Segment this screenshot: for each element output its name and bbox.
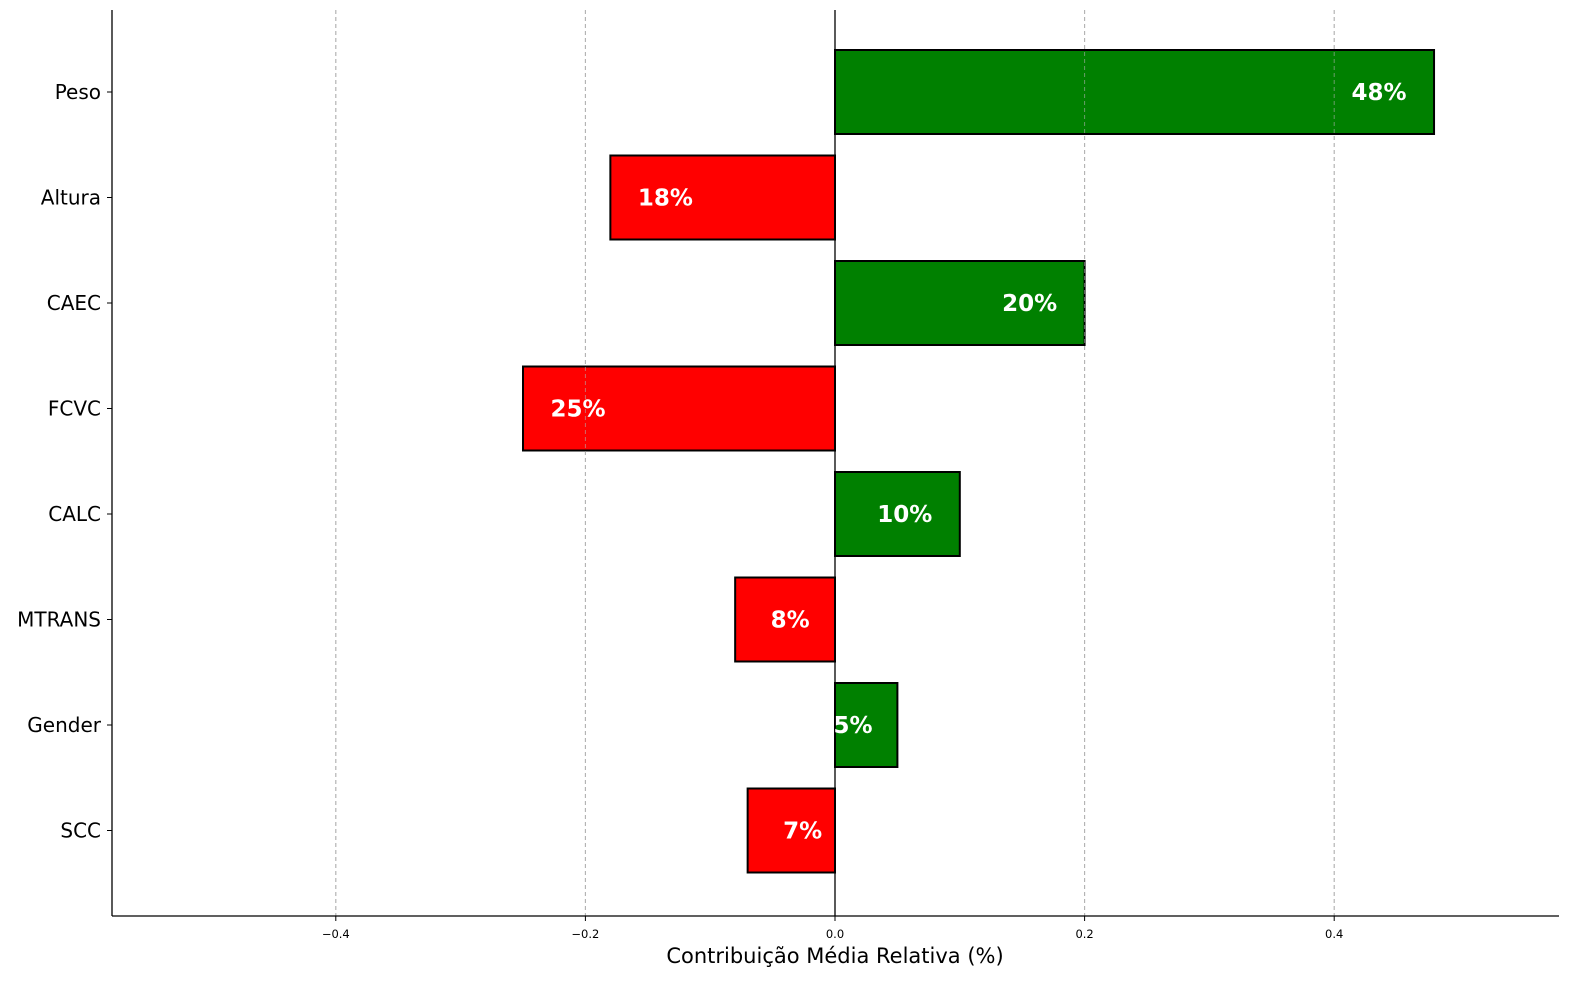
data-label-fcvc: 25%	[550, 397, 605, 423]
data-label-caec: 20%	[1002, 291, 1057, 317]
data-label-calc: 10%	[877, 502, 932, 528]
y-tick-label-gender: Gender	[27, 713, 101, 737]
bar-mtrans	[734, 576, 836, 663]
bars	[335, 10, 1436, 916]
x-tick-label: 0.4	[1325, 927, 1343, 941]
bar-caec	[834, 260, 1086, 346]
data-label-mtrans: 8%	[771, 608, 810, 634]
x-axis-title: Contribuição Média Relativa (%)	[666, 944, 1003, 968]
y-tick-label-altura: Altura	[41, 186, 101, 210]
x-tick-label: −0.2	[571, 927, 599, 941]
y-tick-label-fcvc: FCVC	[48, 397, 101, 421]
data-label-gender: 5%	[833, 713, 872, 739]
y-tick-label-peso: Peso	[55, 80, 101, 104]
data-label-scc: 7%	[783, 819, 822, 845]
bar-calc	[834, 471, 961, 557]
x-tick-label: 0.0	[826, 927, 844, 941]
bar-scc	[746, 787, 837, 874]
axes	[111, 10, 1559, 917]
y-tick-label-scc: SCC	[60, 819, 101, 843]
y-tick-label-caec: CAEC	[47, 291, 101, 315]
y-tick-label-mtrans: MTRANS	[17, 608, 101, 632]
data-label-altura: 18%	[638, 186, 693, 212]
tick-labels: −0.4 −0.2 0.0 0.2 0.4 Peso Altura CAEC FCVC CALC M…	[17, 80, 1343, 941]
bar-gender	[834, 682, 899, 768]
x-tick-label: −0.4	[322, 927, 350, 941]
data-label-peso: 48%	[1352, 80, 1407, 106]
data-labels: 48% 18% 20% 25% 10% 8% 5% 7%	[550, 80, 1406, 845]
bar-peso	[834, 49, 1436, 135]
x-tick-label: 0.2	[1075, 927, 1093, 941]
y-tick-label-calc: CALC	[48, 502, 101, 526]
